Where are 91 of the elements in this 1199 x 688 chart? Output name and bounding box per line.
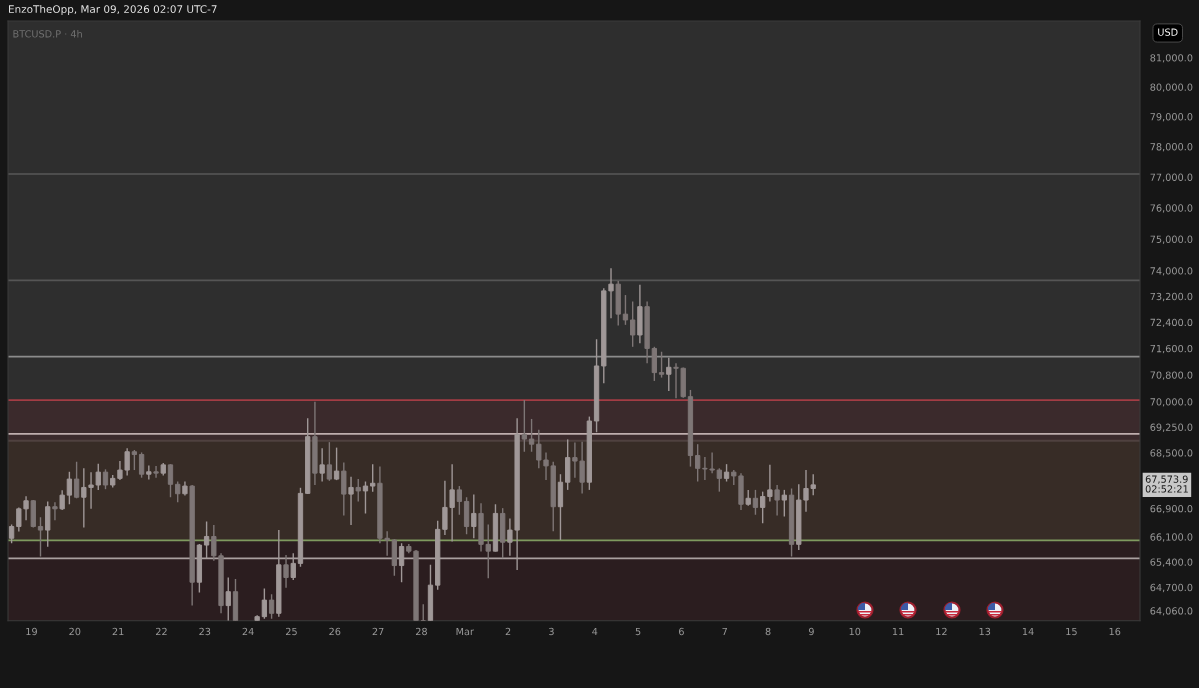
candlestick — [528, 418, 535, 453]
y-tick-label: 64,060.0 — [1150, 607, 1193, 616]
text: BTCUSD.P · 4h — [13, 30, 82, 38]
y-tick-label: 70,800.0 — [1150, 371, 1193, 380]
candlestick — [716, 467, 722, 493]
y-tick-label: 76,000.0 — [1150, 204, 1193, 213]
candlestick — [261, 587, 268, 620]
y-tick-label: 75,000.0 — [1150, 235, 1193, 244]
x-tick-label: Mar — [456, 627, 474, 636]
x-tick-label: 23 — [199, 627, 211, 636]
y-tick-label: 79,000.0 — [1150, 113, 1193, 122]
candlestick — [225, 576, 231, 621]
x-tick-label: 2 — [505, 627, 511, 636]
candlestick — [781, 489, 787, 518]
x-tick-label: 22 — [155, 627, 167, 636]
candlestick — [355, 478, 361, 503]
y-tick-label: 68,500.0 — [1150, 449, 1193, 458]
y-axis-title: USD — [1158, 28, 1178, 36]
candlestick — [37, 516, 44, 558]
y-tick-label: 65,400.0 — [1150, 558, 1193, 567]
candlestick — [521, 399, 528, 453]
candlestick — [622, 294, 629, 326]
y-tick-label: 77,000.0 — [1150, 173, 1193, 182]
candlestick — [774, 484, 780, 517]
candlestick — [326, 441, 333, 482]
x-tick-label: 14 — [1022, 627, 1034, 636]
x-tick-label: 13 — [979, 627, 991, 636]
candlestick — [45, 500, 51, 548]
candlestick — [66, 471, 73, 505]
candlestick — [695, 443, 701, 483]
candlestick — [268, 593, 275, 620]
x-tick-label: 20 — [69, 627, 81, 636]
x-tick-label: 6 — [679, 627, 684, 636]
candlestick — [138, 451, 145, 479]
y-tick-label: 66,100.0 — [1150, 533, 1193, 542]
x-tick-label: 10 — [849, 627, 861, 636]
candlestick — [767, 464, 773, 503]
x-tick-label: 16 — [1109, 627, 1121, 636]
candlestick — [370, 463, 376, 493]
x-tick-label: 4 — [592, 627, 598, 636]
x-tick-label: 24 — [242, 627, 254, 636]
candlestick — [471, 493, 477, 539]
y-tick-label: 71,600.0 — [1150, 344, 1193, 354]
candlestick — [752, 489, 759, 516]
candlestick — [333, 446, 340, 481]
candlestick — [167, 463, 174, 498]
x-tick-label: 25 — [285, 627, 297, 636]
x-tick-label: 15 — [1066, 627, 1077, 636]
y-tick-label: 74,000.0 — [1150, 267, 1193, 276]
x-tick-label: 3 — [549, 627, 554, 636]
candlestick — [102, 468, 109, 490]
x-tick-label: 8 — [765, 627, 771, 636]
x-tick-label: 7 — [722, 627, 728, 636]
chart-title: EnzoTheOpp, Mar 09, 2026 02:07 UTC-7 — [9, 4, 217, 16]
y-tick-label: 64,700.0 — [1150, 583, 1193, 593]
text: 67,573.9 02:52:21 — [1145, 475, 1188, 493]
y-tick-label: 69,250.0 — [1150, 423, 1193, 432]
x-tick-label: 19 — [26, 627, 37, 636]
candlestick — [73, 461, 80, 499]
candlestick — [59, 489, 65, 511]
x-tick-label: 9 — [808, 627, 814, 636]
candlestick — [319, 447, 325, 483]
candlestick — [456, 485, 463, 516]
y-tick-label: 78,000.0 — [1150, 143, 1193, 152]
candlestick — [760, 490, 766, 525]
candlestick — [131, 449, 138, 471]
y-tick-label: 70,000.0 — [1150, 398, 1193, 407]
candlestick — [658, 351, 665, 379]
y-tick-label: 73,200.0 — [1150, 292, 1193, 302]
y-tick-label: 66,900.0 — [1150, 504, 1193, 514]
candlestick — [52, 501, 58, 521]
candlestick — [283, 554, 289, 589]
x-tick-label: 12 — [936, 627, 947, 636]
x-tick-label: 27 — [372, 627, 384, 636]
x-tick-label: 5 — [635, 627, 641, 636]
candlestick — [666, 356, 672, 392]
candlestick — [175, 480, 181, 503]
y-tick-label: 80,000.0 — [1150, 83, 1193, 92]
y-tick-label: 72,400.0 — [1150, 318, 1193, 328]
x-tick-label: 26 — [329, 627, 341, 636]
x-tick-label: 21 — [112, 627, 124, 636]
y-tick-label: 81,000.0 — [1150, 54, 1193, 63]
candlestick — [630, 300, 636, 348]
candlestick — [348, 475, 354, 526]
candlestick — [146, 464, 152, 481]
candlestick — [341, 461, 347, 517]
x-tick-label: 11 — [892, 627, 904, 636]
candlestick — [153, 465, 159, 479]
x-tick-label: 28 — [415, 627, 427, 636]
candlestick — [362, 480, 369, 515]
candlestick — [8, 523, 15, 544]
